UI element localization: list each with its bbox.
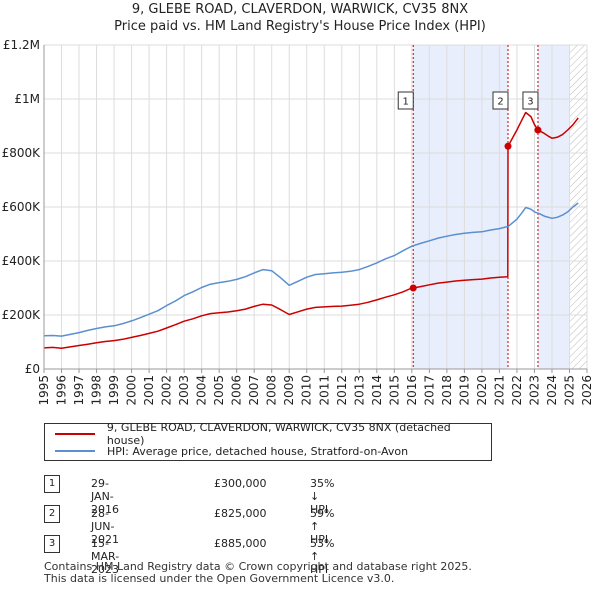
x-tick-label: 2008: [265, 375, 279, 406]
x-tick-label: 2024: [545, 375, 559, 406]
transaction-hpi: 35% ↓ HPI: [310, 477, 335, 516]
y-tick-label: £800K: [2, 146, 42, 160]
transaction-point: [504, 142, 512, 150]
x-tick-label: 2009: [282, 375, 296, 406]
x-tick-label: 2000: [125, 375, 139, 406]
x-tick-label: 1999: [107, 375, 121, 406]
chart-subtitle: Price paid vs. HM Land Registry's House …: [114, 19, 486, 34]
transaction-label-box: [492, 91, 509, 110]
transaction-hpi: 53% ↑ HPI: [310, 537, 335, 576]
transaction-label: 3: [527, 97, 533, 108]
x-tick-label: 2011: [317, 375, 331, 406]
x-tick-label: 2022: [510, 375, 524, 406]
transaction-date: 28-JUN-2021: [91, 507, 119, 546]
y-tick-label: £1.2M: [3, 38, 40, 52]
x-tick-label: 2014: [370, 375, 384, 406]
x-tick-label: 2005: [212, 375, 226, 406]
legend: 9, GLEBE ROAD, CLAVERDON, WARWICK, CV35 …: [44, 421, 492, 461]
transaction-date: 29-JAN-2016: [91, 477, 119, 516]
y-tick-label: £1M: [14, 92, 40, 106]
legend-swatch-hpi: [55, 450, 95, 452]
transaction-hpi: 59% ↑ HPI: [310, 507, 335, 546]
x-tick-label: 2023: [527, 375, 541, 406]
copyright-notice: Contains HM Land Registry data © Crown c…: [44, 560, 472, 573]
transaction-date: 15-MAR-2023: [91, 537, 120, 576]
transaction-number: 1: [44, 475, 60, 493]
y-tick-label: £600K: [2, 200, 42, 214]
x-tick-label: 2015: [387, 375, 401, 406]
price-chart: 1 2 3 £0 £200K £400K £600K £800K £1M £1.2M 1995 19…: [2, 38, 594, 406]
x-tick-label: 2003: [177, 375, 191, 406]
transaction-label-box: [397, 91, 414, 110]
x-tick-label: 2025: [562, 375, 576, 406]
x-tick-label: 2002: [160, 375, 174, 406]
x-tick-label: 2007: [247, 375, 261, 406]
legend-item-hpi: HPI: Average price, detached house, Stra…: [55, 443, 408, 459]
transaction-number: 3: [44, 535, 60, 553]
legend-label-property: 9, GLEBE ROAD, CLAVERDON, WARWICK, CV35 …: [106, 421, 451, 447]
x-tick-label: 2001: [142, 375, 156, 406]
x-tick-label: 2017: [422, 375, 436, 406]
transaction-point: [534, 126, 542, 134]
x-tick-label: 1996: [55, 375, 69, 406]
x-tick-label: 2010: [300, 375, 314, 406]
x-tick-label: 1997: [72, 375, 86, 406]
chart-title: 9, GLEBE ROAD, CLAVERDON, WARWICK, CV35 …: [131, 2, 469, 17]
transaction-label: 1: [403, 97, 409, 108]
series-line-property: [43, 111, 579, 349]
transaction-label: 2: [497, 97, 503, 108]
x-tick-label: 2012: [335, 375, 349, 406]
series-line-hpi: [43, 202, 579, 337]
x-tick-label: 2026: [580, 375, 594, 406]
transaction-price: £885,000: [214, 537, 267, 550]
legend-swatch-property: [55, 433, 95, 435]
licence-notice: This data is licensed under the Open Gov…: [44, 572, 395, 585]
y-tick-label: £0: [25, 362, 40, 376]
x-tick-label: 2004: [195, 375, 209, 406]
x-tick-label: 2019: [457, 375, 471, 406]
legend-label-hpi: HPI: Average price, detached house, Stra…: [107, 444, 409, 458]
y-tick-label: £200K: [2, 308, 42, 322]
x-tick-label: 2021: [492, 375, 506, 406]
x-tick-label: 2020: [475, 375, 489, 406]
transaction-label-box: [522, 91, 539, 110]
legend-item-property: 9, GLEBE ROAD, CLAVERDON, WARWICK, CV35 …: [55, 421, 491, 447]
x-tick-label: 2016: [405, 375, 419, 406]
transaction-price: £825,000: [214, 507, 267, 520]
x-tick-label: 2006: [230, 375, 244, 406]
transaction-point: [409, 284, 417, 292]
x-tick-label: 2013: [352, 375, 366, 406]
x-tick-label: 1995: [37, 375, 51, 406]
transaction-number: 2: [44, 505, 60, 523]
x-tick-label: 1998: [90, 375, 104, 406]
x-tick-label: 2018: [440, 375, 454, 406]
y-tick-label: £400K: [2, 254, 42, 268]
transaction-price: £300,000: [214, 477, 267, 490]
